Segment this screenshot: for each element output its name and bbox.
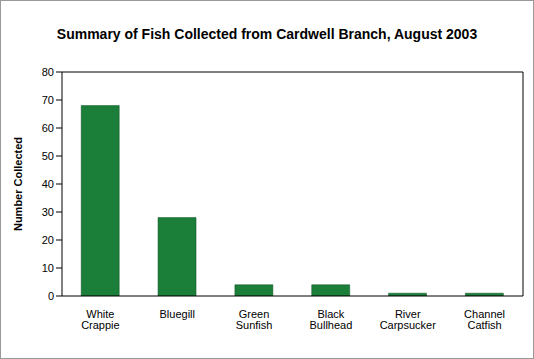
svg-text:0: 0 bbox=[48, 290, 54, 302]
svg-text:Number Collected: Number Collected bbox=[12, 137, 24, 231]
svg-text:30: 30 bbox=[42, 206, 54, 218]
svg-text:10: 10 bbox=[42, 262, 54, 274]
svg-text:WhiteCrappie: WhiteCrappie bbox=[81, 308, 120, 331]
svg-text:ChannelCatfish: ChannelCatfish bbox=[464, 308, 505, 331]
svg-text:50: 50 bbox=[42, 150, 54, 162]
svg-text:RiverCarpsucker: RiverCarpsucker bbox=[380, 308, 437, 331]
svg-text:40: 40 bbox=[42, 178, 54, 190]
svg-text:20: 20 bbox=[42, 234, 54, 246]
svg-text:GreenSunfish: GreenSunfish bbox=[236, 308, 273, 331]
svg-text:Bluegill: Bluegill bbox=[160, 308, 195, 320]
svg-text:80: 80 bbox=[42, 66, 54, 78]
svg-text:60: 60 bbox=[42, 122, 54, 134]
svg-text:70: 70 bbox=[42, 94, 54, 106]
html-text:Summary of Fish Collected from: Summary of Fish Collected from Cardwell … bbox=[56, 26, 478, 42]
svg-text:BlackBullhead: BlackBullhead bbox=[310, 308, 353, 331]
